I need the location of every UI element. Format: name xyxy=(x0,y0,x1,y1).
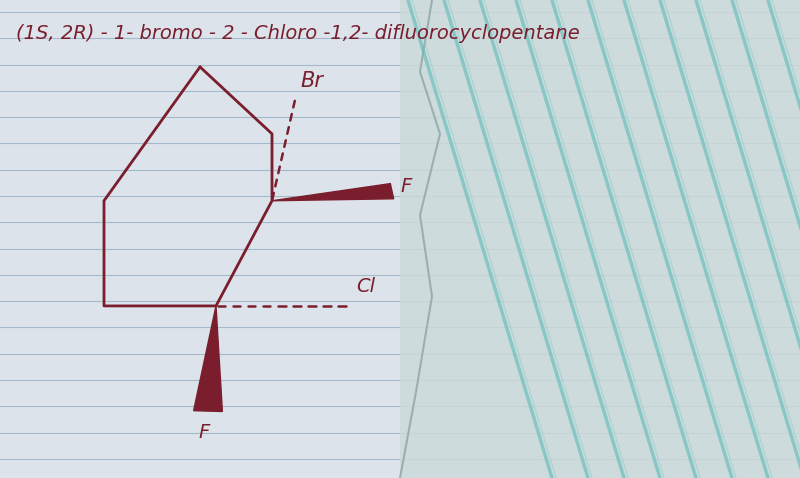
Text: F: F xyxy=(198,423,210,442)
Text: Br: Br xyxy=(300,71,323,91)
Text: F: F xyxy=(400,177,411,196)
Text: (1S, 2R) - 1- bromo - 2 - Chloro -1,2- difluorocyclopentane: (1S, 2R) - 1- bromo - 2 - Chloro -1,2- d… xyxy=(16,24,580,43)
Bar xyxy=(400,0,800,478)
Polygon shape xyxy=(194,306,222,412)
Text: Cl: Cl xyxy=(356,277,375,296)
Polygon shape xyxy=(272,184,394,201)
